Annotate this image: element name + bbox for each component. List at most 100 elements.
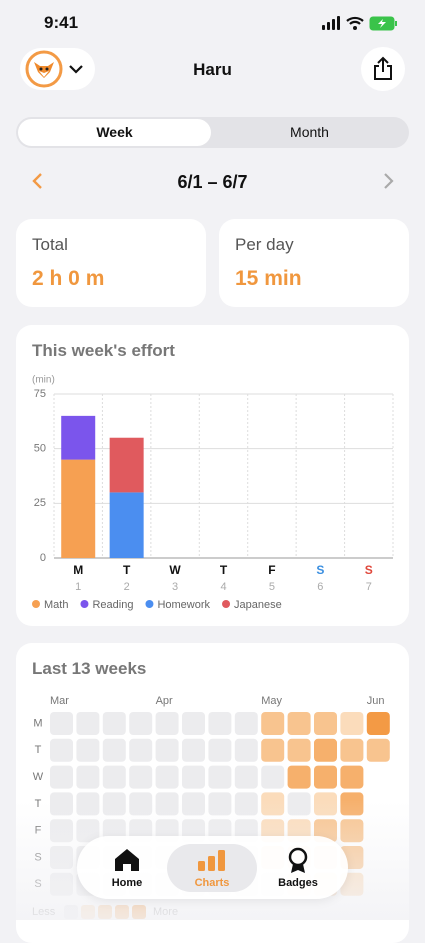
heat-cell [102,738,126,762]
nav-badges[interactable]: Badges [253,844,343,892]
heat-cell [340,712,364,735]
heat-cell [234,712,258,735]
tab-bar: Home Charts Badges [77,836,348,899]
day-number: 3 [172,581,178,593]
chart-card: This week's effort (min) 0 25 50 75 M 1 T 2 W 3 T 4 F… [16,325,409,626]
x-tick-label: T [220,563,228,577]
stat-label: Per day [235,235,294,254]
heat-cell [366,712,390,735]
x-tick-label: W [169,563,181,577]
heat-cell [208,738,232,762]
heat-cell [234,765,258,789]
heat-cell [287,738,311,762]
app-screen: 9:41 Haru Week Month 6/1 – 6/7 Total 2 h… [0,13,425,943]
day-number: 1 [75,581,81,593]
segmented-control: Week Month [16,117,409,148]
heat-cell [155,765,179,789]
heat-cell [50,738,73,762]
y-axis-label: (min) [32,375,55,386]
legend-label: Reading [92,599,133,611]
row-label: T [35,744,42,756]
nav-label: Charts [194,877,230,889]
heat-cell [208,712,232,735]
month-label: Jun [367,695,385,707]
day-number: 5 [269,581,275,593]
heat-cell [182,738,205,762]
avatar [25,50,83,88]
prev-button[interactable] [28,171,48,191]
legend-swatch [32,600,40,608]
legend-label: Japanese [234,599,282,611]
heat-cell [366,738,390,762]
heat-cell [314,738,337,762]
day-number: 7 [366,581,372,593]
month-label: May [261,695,282,707]
heat-cell [76,738,100,762]
charts-icon [198,850,225,871]
heat-cell [340,738,364,762]
heat-cell [182,712,205,735]
heat-cell [261,712,285,735]
legend-swatch [145,600,154,608]
x-tick-label: S [316,563,324,577]
stat-label: Total [32,235,68,254]
heat-cell [314,765,337,789]
heat-cell [261,738,285,762]
day-number: 2 [124,581,130,593]
heat-cell [129,765,153,789]
stat-value: 15 min [235,267,302,290]
row-label: M [33,717,42,729]
heat-cell [155,712,179,735]
x-tick-label: S [365,563,373,577]
y-tick-label: 25 [34,497,46,509]
heat-cell [129,712,153,735]
day-number: 6 [317,581,323,593]
day-number: 4 [220,581,226,593]
y-tick-label: 50 [34,443,46,455]
nav-charts[interactable]: Charts [167,844,257,892]
x-tick-label: M [73,563,83,577]
heat-cell [287,712,311,735]
bar-segment [61,459,96,558]
profile-button[interactable] [20,48,95,90]
bar-segment [61,415,96,460]
status-icons [322,16,397,31]
heat-cell [102,765,126,789]
heat-cell [76,712,100,735]
legend-label: Homework [157,599,210,611]
page: Haru {"status": {"time": "9:41"}, "heade… [0,13,425,943]
legend-label: Math [44,599,68,611]
heat-cell [76,765,100,789]
legend-swatch [80,600,89,608]
heat-cell [287,765,311,789]
heat-cell [314,712,337,735]
stat-card: Per day 15 min [219,219,409,307]
tab-week[interactable]: Week [18,119,211,146]
row-label: W [33,771,44,783]
heat-cell [50,712,73,735]
heat-cell [155,738,179,762]
share-button[interactable] [361,47,405,91]
next-button[interactable] [378,171,398,191]
home-icon [115,849,139,871]
y-tick-label: 75 [34,388,46,400]
month-label: Mar [50,695,69,707]
stat-value: 2 h 0 m [32,267,105,290]
tab-month[interactable]: Month [290,124,329,140]
heat-cell [182,765,205,789]
bar-segment [109,492,144,558]
nav-home[interactable]: Home [82,844,172,892]
nav-label: Badges [278,877,318,889]
badges-icon [288,847,308,873]
page-title: Haru [193,60,232,79]
x-tick-label: T [123,563,131,577]
heat-cell [50,765,73,789]
heat-cell [208,765,232,789]
x-tick-label: F [268,563,275,577]
heat-cell [102,712,126,735]
stat-card: Total 2 h 0 m [16,219,206,307]
heat-cell [340,765,364,789]
bar-segment [109,437,144,493]
bar-chart: (min) 0 25 50 75 M 1 T 2 W 3 T 4 F 5 S 6 S 7 Math Reading Hom… [32,375,394,611]
heat-cell [129,738,153,762]
